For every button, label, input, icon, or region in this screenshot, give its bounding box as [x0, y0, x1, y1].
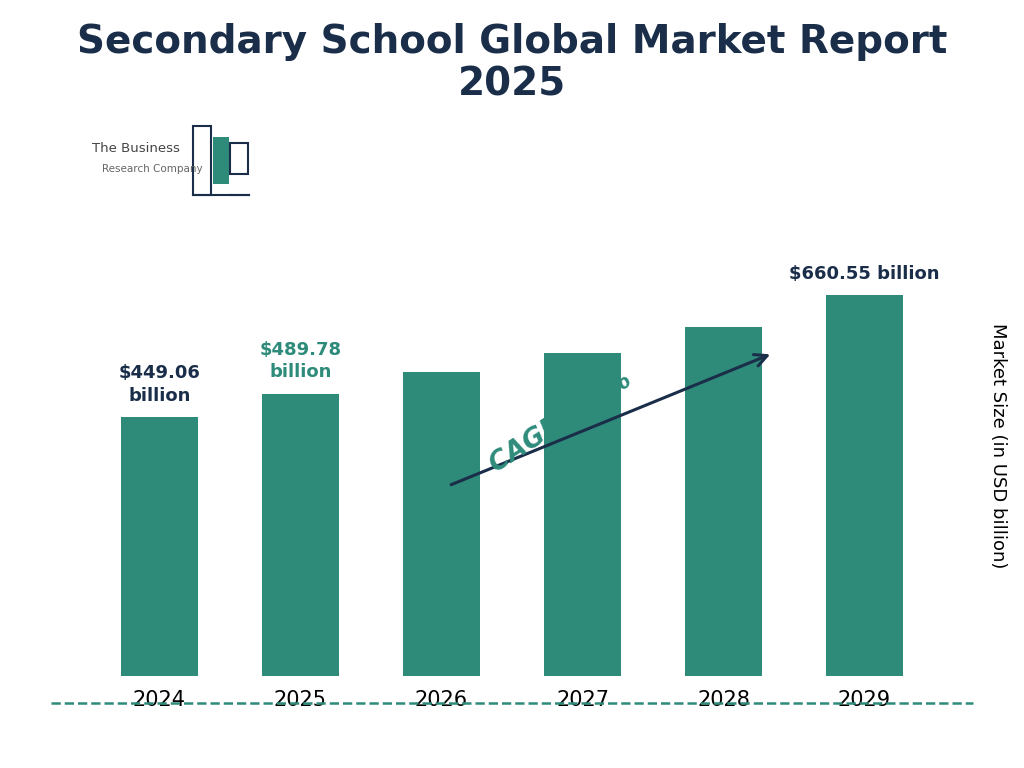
Text: Research Company: Research Company — [102, 164, 203, 174]
Bar — [685, 327, 762, 676]
Bar — [262, 394, 339, 676]
Bar — [213, 137, 229, 184]
Text: The Business: The Business — [92, 143, 180, 155]
Bar — [230, 143, 248, 174]
Bar — [544, 353, 622, 676]
Bar — [121, 417, 199, 676]
Text: Market Size (in USD billion): Market Size (in USD billion) — [989, 323, 1008, 568]
Text: $660.55 billion: $660.55 billion — [790, 265, 940, 283]
Bar — [402, 372, 480, 676]
Text: $449.06
billion: $449.06 billion — [119, 364, 201, 405]
Bar — [825, 296, 903, 676]
Text: Secondary School Global Market Report
2025: Secondary School Global Market Report 20… — [77, 23, 947, 104]
Text: CAGR 7.8%: CAGR 7.8% — [485, 367, 637, 478]
Text: $489.78
billion: $489.78 billion — [259, 341, 342, 381]
Bar — [194, 126, 211, 195]
